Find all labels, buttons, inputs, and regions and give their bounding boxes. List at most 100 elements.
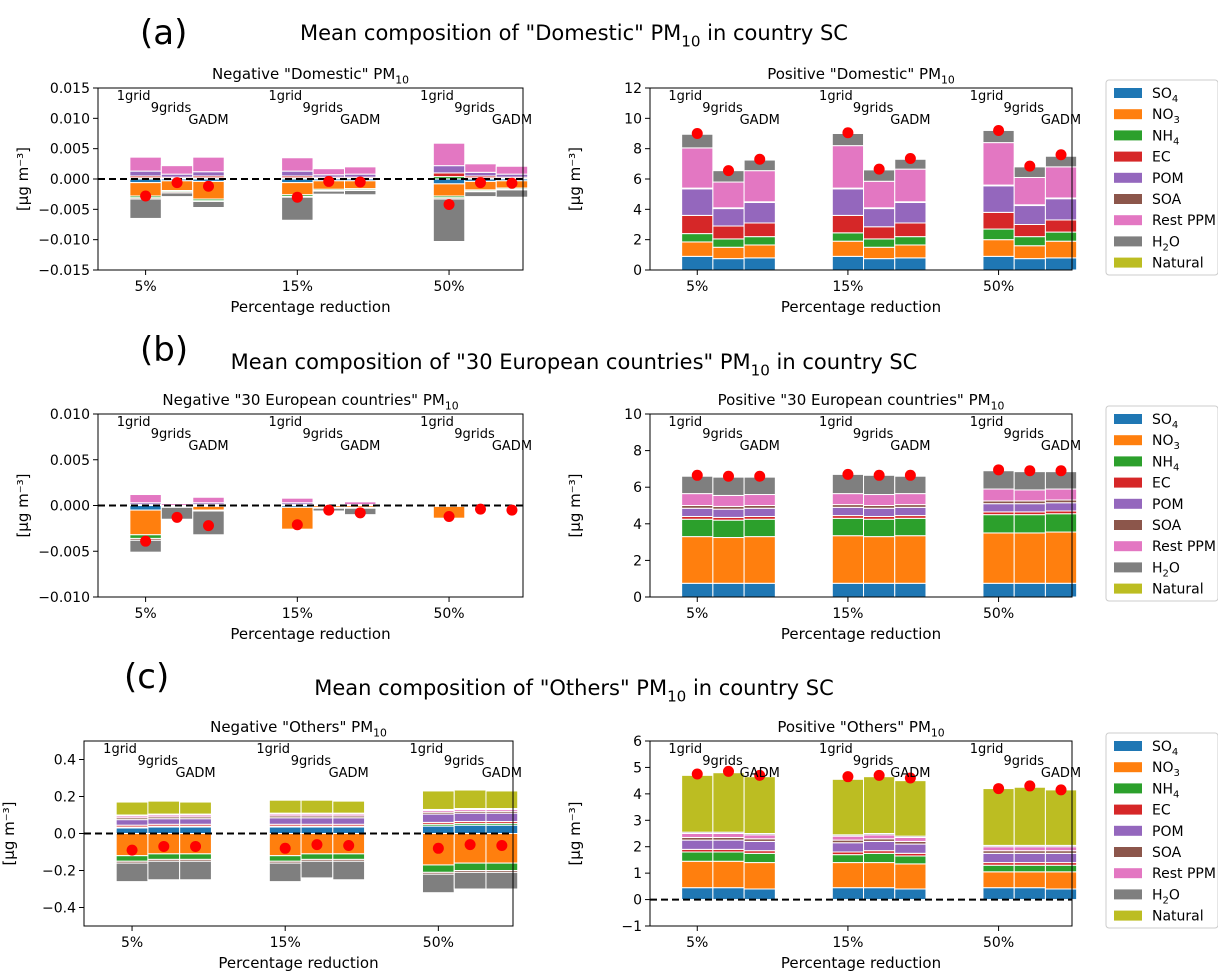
mean-dot [506,504,518,516]
bar-segment-NO3 [743,536,776,584]
bar-label: GADM [188,439,228,454]
bar-segment-POM [432,165,466,174]
mean-dot [279,842,291,854]
bar-label: GADM [1041,113,1081,128]
bar-label: 9grids [303,427,344,442]
bar-segment-NAT [982,788,1015,846]
bar-label: 1grid [970,742,1004,757]
legend-label: SO4 [1152,739,1178,758]
bar-segment-EC [894,222,927,238]
y-tick-label: 2 [633,553,642,569]
bar-segment-POM [982,185,1015,213]
bar-segment-NH4 [894,517,927,537]
bar-segment-NAT [453,789,487,810]
bar-segment-NO3 [712,537,745,584]
bar-label: GADM [175,766,215,781]
bar-segment-SO4 [863,582,896,598]
bar-label: GADM [340,439,380,454]
y-tick-label: 2 [633,233,642,249]
mean-dot [842,771,854,783]
legend-label: SOA [1152,192,1182,208]
legend-label: NO3 [1152,433,1180,452]
bar-segment-POM [831,506,865,517]
bar-segment-EC [712,225,745,240]
bar-segment-POM [831,188,865,216]
panel-title: Negative "Others" PM10 [210,718,387,740]
bar-segment-SO4 [681,887,714,901]
bar-label: 9grids [303,101,344,116]
x-tick-label: 5% [686,935,708,951]
bar-segment-NAT [115,801,149,816]
bar-segment-RPPM [281,497,314,504]
y-tick-label: 0.4 [54,753,76,769]
bar-label: 1grid [117,415,151,430]
y-tick-label: 6 [633,734,642,750]
bar-segment-POM [681,507,714,517]
bar-segment-RPPM [495,165,529,175]
bar-label: 9grids [1004,754,1045,769]
bar-label: 9grids [702,754,743,769]
x-axis-label: Percentage reduction [230,625,390,643]
bar-segment-RPPM [743,170,776,203]
legend-label: H2O [1152,234,1180,253]
y-tick-label: 10 [624,407,642,423]
bar-segment-SO4 [1013,258,1046,271]
bar-segment-RPPM [831,145,865,189]
bar-segment-NO3 [681,241,714,257]
mean-dot [354,176,366,188]
bar-segment-H2O [147,860,181,881]
mean-dot [691,768,703,780]
bar-segment-POM [332,817,366,825]
legend-swatch-EC [1114,477,1142,488]
bar-segment-RPPM [681,833,714,838]
bar-segment-EC [681,214,714,235]
bar-segment-NH4 [268,855,302,862]
legend: SO4 NO3 NH4 EC POM SOA Rest PPM H2O Natural [1105,79,1218,276]
legend-label: NH4 [1152,781,1179,800]
bar-segment-RPPM [312,168,345,176]
bar-segment-RPPM [831,493,865,506]
mean-dot [1055,149,1067,161]
bar-segment-H2O [268,862,302,883]
bar-segment-NO3 [712,860,745,889]
legend-swatch-EC [1114,804,1142,815]
x-tick-label: 50% [983,279,1014,295]
bar-segment-POM [192,171,225,177]
bar-label: 9grids [454,101,495,116]
y-tick-label: 0 [633,590,642,606]
bar-segment-POM [894,202,927,224]
legend-swatch-SO4 [1114,88,1142,98]
legend-swatch-SO4 [1114,414,1142,424]
legend-swatch-NH4 [1114,456,1142,467]
bar-segment-SO4 [982,582,1015,598]
panel-title: Positive "Others" PM10 [777,718,944,740]
bar-segment-NO3 [982,871,1015,889]
mean-dot [1055,784,1067,796]
legend-swatch-NAT [1114,583,1142,594]
y-axis-label: [μg m⁻³] [566,801,584,865]
legend-swatch-SOA [1114,847,1142,857]
bar-label: GADM [740,439,780,454]
bar-segment-POM [982,503,1015,513]
mean-dot [464,839,476,851]
bar-segment-SO4 [743,257,776,271]
bar-segment-EC [863,226,896,240]
bar-segment-SO4 [453,824,487,834]
legend-label: H2O [1152,560,1180,579]
bar-label: 9grids [1004,427,1045,442]
legend-label: NO3 [1152,760,1180,779]
bar-segment-POM [281,170,314,177]
mean-dot [842,127,854,139]
legend-swatch-EC [1114,151,1142,162]
bar-segment-NAT [681,774,714,833]
mean-dot [140,190,152,202]
bar-segment-SO4 [421,825,455,834]
legend-swatch-NO3 [1114,109,1142,120]
bar-segment-NH4 [712,238,745,248]
suptitle: Mean composition of "Others" PM10 in cou… [314,676,834,705]
bar-segment-POM [1013,852,1046,864]
bar-segment-RPPM [712,494,745,507]
legend-label: POM [1152,171,1184,187]
panel-5: Positive "Others" PM101grid9gridsGADM1gr… [566,718,1218,971]
bar-segment-RPPM [160,165,194,175]
